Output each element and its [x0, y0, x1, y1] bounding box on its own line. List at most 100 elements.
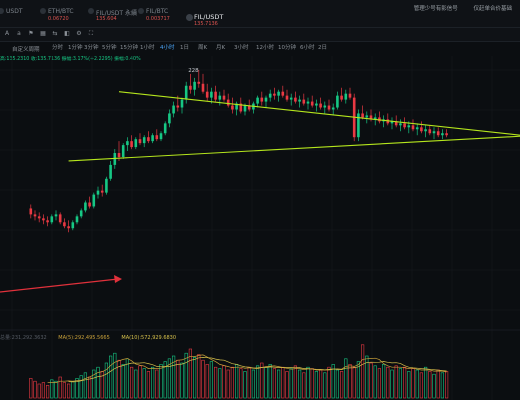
- indicator-icon[interactable]: ⚑: [28, 30, 34, 37]
- volume-bar: [214, 366, 218, 399]
- timeframe-13[interactable]: 6小时: [300, 45, 315, 51]
- volume-bar: [67, 383, 71, 399]
- candle-body: [394, 121, 398, 126]
- volume-bar: [402, 366, 407, 399]
- candle-body: [176, 105, 180, 108]
- timeframe-5[interactable]: 1小时: [140, 45, 155, 51]
- volume-bar: [260, 362, 264, 399]
- timeframe-14[interactable]: 2日: [318, 45, 327, 51]
- candle-body: [264, 97, 268, 102]
- volume-bar: [310, 368, 314, 399]
- volume-bar: [390, 369, 394, 399]
- candle-body: [273, 93, 276, 96]
- volume-bar: [205, 364, 209, 399]
- candle-body: [33, 214, 37, 217]
- top-link-0[interactable]: 管理少号有影信号: [413, 6, 458, 12]
- volume-bar: [230, 366, 235, 399]
- timeframe-12[interactable]: 10分钟: [278, 45, 296, 51]
- volume-bar: [104, 362, 108, 399]
- volume-bar: [121, 364, 125, 399]
- timeframe-4[interactable]: 15分钟: [120, 45, 138, 51]
- timeframe-2[interactable]: 3分钟: [84, 45, 99, 51]
- volume-bar: [29, 378, 33, 399]
- candle-body: [235, 103, 238, 110]
- candle-body: [239, 103, 243, 112]
- timeframe-1[interactable]: 1分钟: [68, 45, 83, 51]
- volume-bar: [146, 371, 151, 399]
- candle-body: [386, 119, 390, 124]
- volume-bar: [306, 366, 310, 399]
- timeframe-7[interactable]: 1日: [180, 45, 189, 51]
- candle-body: [432, 131, 436, 134]
- candle-body: [390, 121, 394, 124]
- timeframe-3[interactable]: 5分钟: [102, 45, 117, 51]
- candle-body: [407, 125, 411, 128]
- candle-body: [37, 216, 41, 219]
- volume-bar: [201, 359, 205, 399]
- volume-bar: [398, 368, 403, 399]
- candle-body: [323, 105, 327, 108]
- candle-body: [415, 127, 419, 130]
- volume-bar: [45, 385, 50, 399]
- volume-bar: [314, 371, 319, 399]
- tab-price: 135.7136: [194, 21, 218, 27]
- text-icon[interactable]: a: [17, 30, 21, 37]
- candle-body: [340, 95, 343, 100]
- volume-bar: [428, 371, 432, 399]
- volume-total: 总量:231,292.3632: [0, 335, 47, 341]
- timeframe-9[interactable]: 月K: [216, 45, 226, 51]
- volume-ma5-line: [47, 354, 447, 383]
- layout-icon[interactable]: ▦: [40, 30, 46, 37]
- text-size-icon[interactable]: A: [4, 30, 10, 37]
- candle-body: [201, 83, 205, 92]
- volume-bar: [264, 366, 268, 399]
- volume-bar: [197, 354, 201, 399]
- candle-body: [92, 194, 96, 207]
- volume-bar: [423, 366, 428, 399]
- candle-body: [441, 133, 444, 136]
- candle-body: [50, 216, 54, 223]
- volume-bar: [251, 369, 256, 399]
- volume-bar: [327, 366, 331, 399]
- tab-price: 0.06720: [48, 16, 69, 22]
- trendline-lower: [68, 135, 520, 162]
- custom-period-button[interactable]: 自定义周期: [12, 47, 40, 53]
- fullscreen-icon[interactable]: ⛶: [88, 30, 94, 37]
- candle-body: [88, 202, 91, 207]
- timeframe-8[interactable]: 周K: [198, 45, 208, 51]
- coin-icon: [138, 8, 144, 14]
- settings-icon[interactable]: ⚙: [76, 30, 82, 37]
- volume-bar: [352, 366, 356, 399]
- candle-body: [218, 95, 222, 100]
- candle-body: [348, 93, 352, 98]
- timeframe-10[interactable]: 3小时: [234, 45, 249, 51]
- timeframe-6[interactable]: 4小时: [160, 45, 175, 51]
- candle-body: [184, 85, 188, 100]
- candle-body: [369, 115, 373, 120]
- volume-bar: [440, 372, 445, 399]
- tab-name: USDT: [6, 8, 23, 15]
- candle-body: [168, 113, 171, 124]
- compare-icon[interactable]: ⇆: [52, 30, 58, 37]
- volume-bar: [54, 380, 58, 399]
- symbol-tabs: USDT ETH/BTC 0.06720 FIL/USDT 永續 135.604 FIL/…: [0, 0, 520, 28]
- timeframe-11[interactable]: 12小时: [256, 45, 274, 51]
- candle-body: [445, 133, 448, 136]
- timeframe-0[interactable]: 分时: [52, 45, 64, 51]
- volume-bar: [444, 371, 449, 399]
- candle-body: [357, 113, 360, 138]
- top-link-1[interactable]: 仅赶单合价基础: [473, 6, 512, 12]
- screenshot-icon[interactable]: ◧: [64, 30, 70, 37]
- candle-body: [142, 137, 146, 144]
- coin-icon: [88, 8, 94, 14]
- volume-bar: [293, 365, 298, 399]
- candle-body: [214, 91, 217, 100]
- candle-body: [205, 91, 209, 98]
- candle-body: [67, 226, 70, 229]
- volume-bar: [272, 368, 277, 399]
- volume-ma10-line: [68, 357, 447, 383]
- volume-bar: [62, 382, 66, 399]
- volume-bar: [335, 369, 340, 399]
